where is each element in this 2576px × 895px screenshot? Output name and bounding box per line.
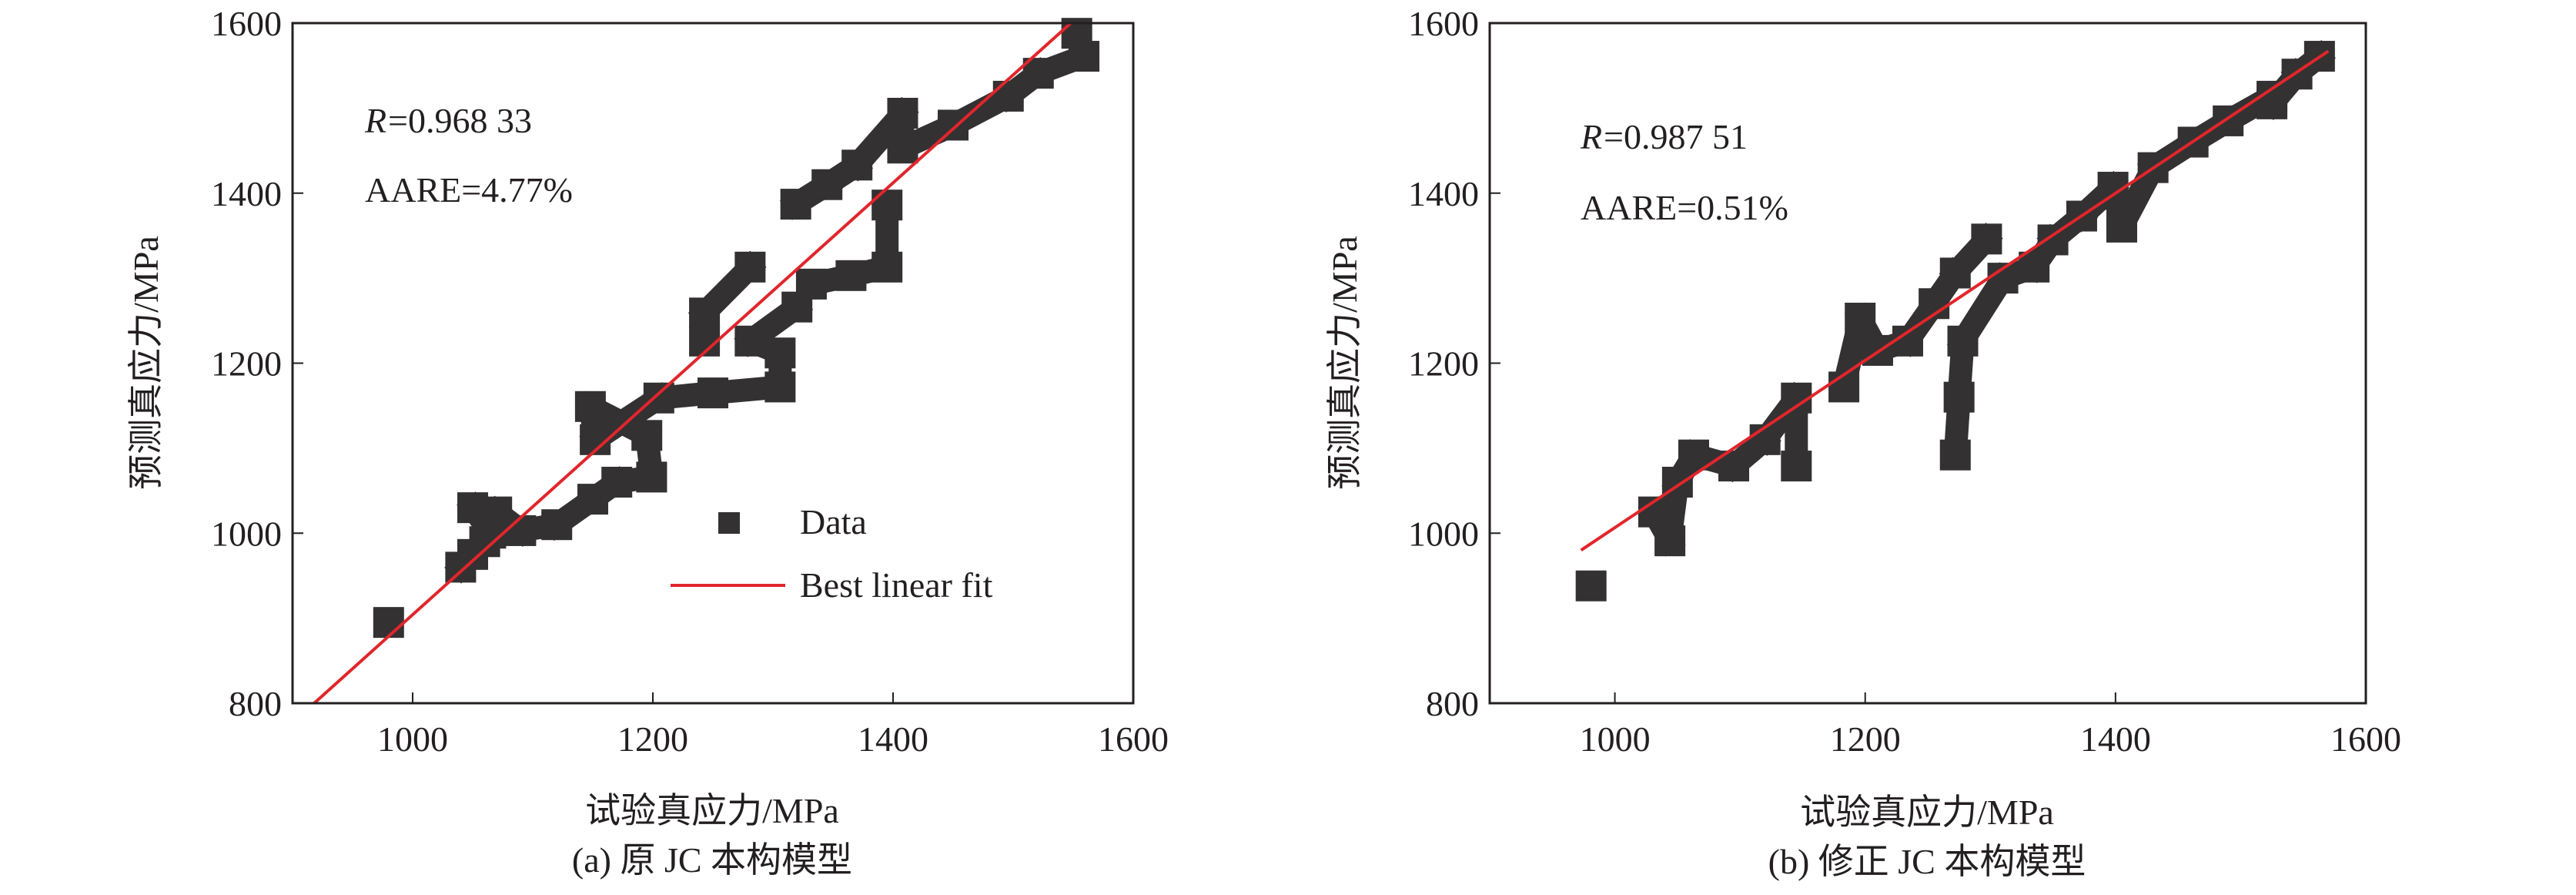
caption: (b) 修正 JC 本构模型	[1768, 842, 2086, 881]
data-point	[505, 515, 537, 546]
data-point	[1845, 303, 1876, 334]
data-point	[1939, 439, 1971, 471]
data-point	[1678, 439, 1709, 471]
plot-area: 1000 1200 1400 1600 800 1000 1200 1400 1600	[1408, 4, 2401, 759]
chart-a: 1000 1200 1400 1600 800 1000 1200 1400 1600 R =0…	[126, 4, 1169, 880]
data-point	[835, 260, 867, 291]
data-point	[601, 467, 633, 498]
y-tick-label: 800	[229, 684, 282, 723]
y-tick-label: 1400	[211, 174, 282, 213]
best-fit-line	[1580, 49, 2330, 551]
data-point	[1654, 525, 1686, 557]
data-point	[887, 97, 918, 129]
aare-annotation: AARE=4.77%	[365, 170, 573, 210]
legend-data-label: Data	[800, 502, 867, 541]
y-tick-label: 1200	[1408, 344, 1479, 384]
plot-area: 1000 1200 1400 1600 800 1000 1200 1400 1600	[211, 4, 1169, 759]
data-point	[764, 337, 796, 369]
y-tick-label: 1600	[211, 4, 282, 43]
data-point	[795, 268, 827, 300]
best-fit-line	[313, 22, 1072, 705]
data-point	[871, 189, 903, 221]
data-point	[1971, 223, 2002, 255]
r-label: R	[364, 101, 386, 140]
x-axis-label: 试验真应力/MPa	[585, 791, 839, 830]
data-point	[1943, 381, 1975, 413]
data-point	[541, 509, 573, 541]
y-axis-label: 预测真应力/MPa	[126, 236, 166, 490]
data-point	[1749, 424, 1781, 455]
legend-data-marker	[718, 512, 740, 534]
data-point	[643, 382, 674, 414]
caption: (a) 原 JC 本构模型	[572, 840, 852, 880]
data-point	[780, 189, 811, 220]
data-point	[636, 461, 667, 493]
data-point	[2106, 211, 2137, 243]
data-point	[631, 420, 663, 451]
aare-annotation: AARE=0.51%	[1581, 188, 1788, 227]
r-label: R	[1580, 117, 1602, 156]
x-tick-label: 1400	[2080, 719, 2151, 759]
x-axis-label: 试验真应力/MPa	[1800, 793, 2054, 832]
data-point	[2257, 88, 2288, 119]
y-tick-label: 1200	[211, 344, 282, 384]
data-point	[689, 297, 721, 329]
x-tick-label: 1000	[1580, 719, 1651, 759]
data-point	[574, 391, 606, 422]
y-tick-label: 1400	[1408, 174, 1479, 213]
data-point	[373, 607, 404, 639]
data-point	[734, 325, 766, 357]
y-tick-label: 1000	[211, 514, 282, 553]
data-point	[871, 251, 903, 283]
legend-fit-label: Best linear fit	[800, 565, 993, 605]
data-point	[1947, 325, 1979, 357]
x-tick-label: 1200	[1830, 719, 1901, 759]
data-point	[734, 251, 766, 283]
x-tick-label: 1000	[377, 719, 448, 759]
x-tick-label: 1600	[2330, 719, 2401, 759]
chart-b: 1000 1200 1400 1600 800 1000 1200 1400 1600 R =0…	[1325, 4, 2401, 881]
x-tick-label: 1400	[858, 719, 928, 759]
r-value: =0.968 33	[388, 101, 532, 140]
data-point	[1575, 570, 1607, 602]
data-point	[992, 80, 1024, 112]
data-point	[811, 169, 843, 200]
data-point	[698, 377, 728, 409]
data-point	[938, 109, 969, 141]
y-axis-label: 预测真应力/MPa	[1325, 236, 1364, 490]
x-tick-label: 1600	[1098, 719, 1169, 759]
y-tick-label: 1600	[1408, 4, 1479, 43]
data-point	[764, 371, 796, 403]
data-point	[887, 132, 918, 164]
data-point	[841, 149, 873, 181]
x-tick-label: 1200	[617, 719, 688, 759]
legend: Data Best linear fit	[671, 502, 993, 605]
data-point	[1939, 257, 1971, 289]
y-tick-label: 800	[1426, 684, 1479, 723]
data-point	[2019, 251, 2050, 283]
y-tick-label: 1000	[1408, 514, 1479, 553]
r-value: =0.987 51	[1604, 117, 1748, 156]
data-point	[1781, 451, 1812, 482]
data-point	[1828, 371, 1860, 403]
